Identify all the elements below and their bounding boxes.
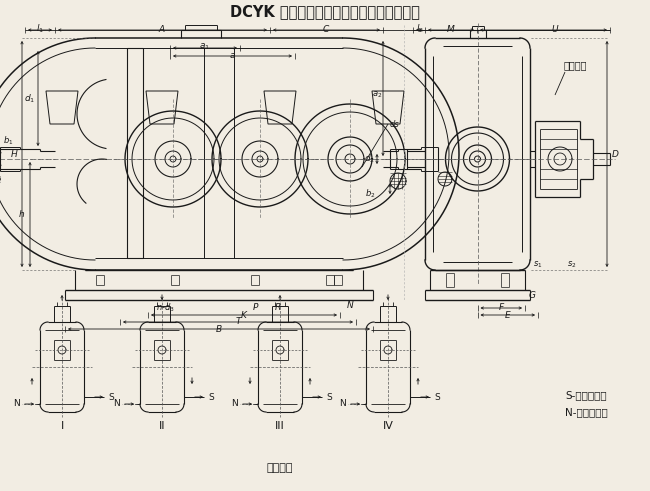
Text: I: I: [60, 421, 64, 431]
Text: R: R: [275, 303, 281, 312]
Text: M: M: [447, 25, 455, 33]
Text: $b_2$: $b_2$: [365, 188, 375, 200]
Text: III: III: [275, 421, 285, 431]
Text: E: E: [505, 310, 511, 320]
Text: $a_1$: $a_1$: [200, 42, 211, 52]
Text: $d_1$: $d_1$: [25, 92, 36, 105]
Text: DCYK 型减速器外形、安装尺寸及装配型式: DCYK 型减速器外形、安装尺寸及装配型式: [230, 4, 420, 20]
Text: D: D: [612, 149, 618, 159]
Text: ds: ds: [389, 119, 399, 129]
Text: N: N: [231, 400, 239, 409]
Text: $b_1$: $b_1$: [3, 135, 13, 147]
Text: N-逆时针旋转: N-逆时针旋转: [565, 407, 608, 417]
Text: $l_2$: $l_2$: [416, 23, 424, 35]
Text: T: T: [235, 318, 240, 327]
Text: II: II: [159, 421, 165, 431]
Text: P: P: [252, 303, 257, 312]
Text: $l_1$: $l_1$: [36, 23, 44, 35]
Text: N: N: [346, 300, 354, 309]
Text: S: S: [208, 392, 214, 402]
Text: $a_2$: $a_2$: [372, 89, 382, 100]
Text: IV: IV: [383, 421, 393, 431]
Text: a: a: [229, 51, 235, 59]
Text: 装配型式: 装配型式: [266, 463, 293, 473]
Text: B: B: [216, 325, 222, 333]
Text: h: h: [19, 210, 25, 219]
Text: $s_2$: $s_2$: [567, 260, 577, 270]
Text: F: F: [499, 303, 504, 312]
Text: C: C: [323, 25, 329, 33]
Text: S: S: [434, 392, 440, 402]
Text: U: U: [552, 25, 558, 33]
Text: $d_2$: $d_2$: [365, 153, 376, 165]
Text: S-顺时针旋转: S-顺时针旋转: [565, 390, 606, 400]
Text: 胀盘联接: 胀盘联接: [564, 60, 587, 70]
Text: n-$d_3$: n-$d_3$: [155, 302, 174, 314]
Text: N: N: [14, 400, 20, 409]
Text: K: K: [241, 310, 247, 320]
Text: S: S: [108, 392, 114, 402]
Text: H: H: [10, 149, 18, 159]
Text: $s_1$: $s_1$: [533, 260, 543, 270]
Text: G: G: [528, 291, 536, 300]
Text: A: A: [159, 25, 165, 33]
Text: S: S: [326, 392, 332, 402]
Text: N: N: [114, 400, 120, 409]
Text: N: N: [339, 400, 346, 409]
